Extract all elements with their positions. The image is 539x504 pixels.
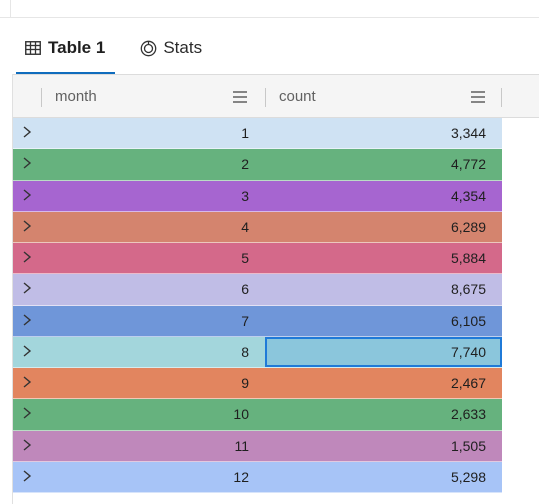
cell-count[interactable]: 5,298 — [450, 468, 486, 485]
cell-month[interactable]: 10 — [233, 406, 249, 423]
cell-month[interactable]: 12 — [233, 468, 249, 485]
expand-chevron-icon[interactable] — [21, 250, 33, 264]
cell-month[interactable]: 4 — [241, 218, 249, 235]
tab-strip: Table 1 Stats — [14, 30, 212, 74]
cell-month[interactable]: 6 — [241, 281, 249, 298]
table-row[interactable]: 3 4,354 — [13, 180, 502, 212]
table-row[interactable]: 8 7,740 — [13, 336, 502, 368]
table-row[interactable]: 10 2,633 — [13, 399, 502, 431]
column-header-month[interactable]: month — [55, 88, 97, 105]
expand-chevron-icon[interactable] — [21, 438, 33, 452]
expand-chevron-icon[interactable] — [21, 313, 33, 327]
column-header-count[interactable]: count — [279, 88, 316, 105]
cell-month[interactable]: 8 — [241, 343, 249, 360]
cell-count[interactable]: 5,884 — [450, 250, 486, 267]
cell-month[interactable]: 11 — [234, 437, 249, 454]
grid-header: month count — [13, 74, 539, 118]
table-row[interactable]: 1 3,344 — [13, 118, 502, 150]
cell-count[interactable]: 2,633 — [450, 406, 486, 423]
stats-icon — [139, 39, 157, 57]
cell-count[interactable]: 8,675 — [450, 281, 486, 298]
expand-chevron-icon[interactable] — [21, 281, 33, 295]
cell-count-selected[interactable]: 7,740 — [265, 336, 502, 367]
cell-count[interactable]: 6,289 — [450, 218, 486, 235]
table-icon — [24, 39, 42, 57]
table-row[interactable]: 6 8,675 — [13, 274, 502, 306]
cell-count[interactable]: 2,467 — [450, 375, 486, 392]
cell-month[interactable]: 9 — [241, 375, 249, 392]
cell-month[interactable]: 7 — [241, 312, 249, 329]
tab-table-1-label: Table 1 — [48, 38, 106, 57]
cell-count[interactable]: 3,344 — [450, 125, 486, 142]
table-row[interactable]: 9 2,467 — [13, 368, 502, 400]
tab-stats[interactable]: Stats — [129, 30, 212, 66]
column-separator[interactable] — [501, 88, 502, 107]
table-row[interactable]: 7 6,105 — [13, 305, 502, 337]
grid-body: 1 3,344 2 4,772 3 4,354 4 6,289 5 5,884 6 8,675 7 6,1… — [13, 118, 502, 493]
cell-month[interactable]: 5 — [241, 250, 249, 267]
expand-chevron-icon[interactable] — [21, 469, 33, 483]
cell-count[interactable]: 1,505 — [450, 437, 486, 454]
expand-chevron-icon[interactable] — [21, 406, 33, 420]
top-bar — [0, 0, 539, 18]
column-menu-icon[interactable] — [233, 90, 247, 103]
table-row[interactable]: 11 1,505 — [13, 430, 502, 462]
table-row[interactable]: 2 4,772 — [13, 149, 502, 181]
cell-month[interactable]: 1 — [241, 125, 249, 142]
table-row[interactable]: 4 6,289 — [13, 211, 502, 243]
expand-chevron-icon[interactable] — [21, 156, 33, 170]
cell-count[interactable]: 4,772 — [450, 156, 486, 173]
column-separator[interactable] — [41, 88, 42, 107]
top-bar-edge — [10, 0, 11, 18]
expand-chevron-icon[interactable] — [21, 188, 33, 202]
tab-table-1[interactable]: Table 1 — [14, 30, 116, 74]
column-separator[interactable] — [265, 88, 266, 107]
expand-chevron-icon[interactable] — [21, 125, 33, 139]
cell-count[interactable]: 4,354 — [450, 187, 486, 204]
data-grid: month count 1 3,344 2 4,772 3 4,354 4 6,289 5 5,8… — [12, 74, 539, 504]
table-row[interactable]: 12 5,298 — [13, 461, 502, 493]
cell-count[interactable]: 6,105 — [450, 312, 486, 329]
cell-month[interactable]: 2 — [241, 156, 249, 173]
expand-chevron-icon[interactable] — [21, 219, 33, 233]
cell-month[interactable]: 3 — [241, 187, 249, 204]
column-menu-icon[interactable] — [471, 90, 485, 103]
table-row[interactable]: 5 5,884 — [13, 243, 502, 275]
expand-chevron-icon[interactable] — [21, 375, 33, 389]
tab-stats-label: Stats — [163, 38, 203, 57]
expand-chevron-icon[interactable] — [21, 344, 33, 358]
